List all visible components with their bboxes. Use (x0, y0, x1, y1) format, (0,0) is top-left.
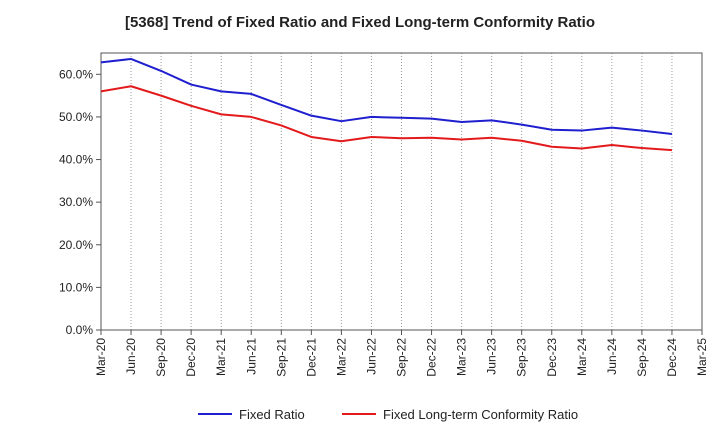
x-tick-label: Mar-23 (455, 338, 469, 376)
x-tick-label: Mar-24 (575, 338, 589, 376)
y-tick-label: 10.0% (59, 280, 93, 294)
x-tick-label: Jun-23 (485, 338, 499, 375)
grid-layer (130, 53, 673, 330)
x-tick-label: Mar-25 (695, 338, 709, 376)
x-tick-label: Jun-22 (364, 338, 378, 375)
x-tick-label: Dec-21 (304, 338, 318, 377)
y-tick-label: 40.0% (59, 153, 93, 167)
chart-title: [5368] Trend of Fixed Ratio and Fixed Lo… (124, 14, 596, 31)
series-line-2 (100, 85, 673, 152)
x-tick-label: Sep-22 (395, 338, 409, 377)
x-tick-label: Dec-23 (545, 338, 559, 377)
x-tick-label: Sep-23 (515, 338, 529, 377)
x-tick-label: Jun-20 (124, 338, 138, 375)
legend-label: Fixed Long-term Conformity Ratio (383, 407, 578, 422)
y-tick-label: 60.0% (59, 67, 93, 81)
x-tick-label: Sep-24 (635, 338, 649, 377)
x-tick-label: Dec-20 (184, 338, 198, 377)
series-line-1 (100, 57, 673, 135)
x-tick-label: Jun-21 (244, 338, 258, 375)
x-tick-label: Dec-22 (425, 338, 439, 377)
x-tick-label: Sep-21 (274, 338, 288, 377)
y-tick-label: 0.0% (66, 323, 94, 337)
legend: Fixed Ratio Fixed Long-term Conformity Ra… (198, 407, 578, 422)
x-tick-label: Sep-20 (154, 338, 168, 377)
legend-label: Fixed Ratio (239, 407, 305, 422)
x-tick-label: Dec-24 (665, 338, 679, 377)
series-layer (100, 57, 673, 152)
y-tick-label: 20.0% (59, 238, 93, 252)
x-axis: Mar-20 Jun-20 Sep-20 Dec-20 Mar-21 Jun-21 Sep-… (94, 330, 709, 377)
x-tick-label: Mar-22 (334, 338, 348, 376)
y-tick-label: 50.0% (59, 110, 93, 124)
x-tick-label: Mar-21 (214, 338, 228, 376)
y-tick-label: 30.0% (59, 195, 93, 209)
x-tick-label: Jun-24 (605, 338, 619, 375)
y-axis: 0.0% 10.0% 20.0% 30.0% 40.0% 50.0% 60.0% (59, 67, 101, 337)
x-tick-label: Mar-20 (94, 338, 108, 376)
